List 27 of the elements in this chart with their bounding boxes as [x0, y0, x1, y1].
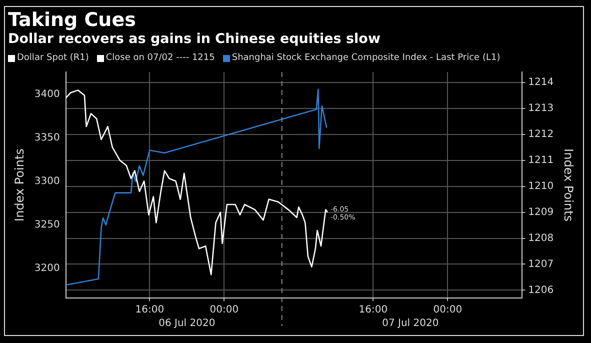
x-tick-label: 16:00 — [358, 304, 388, 316]
y2-tick-label: 1206 — [528, 284, 554, 296]
x-tick-label: 00:00 — [210, 304, 239, 316]
y2-tick-label: 1207 — [528, 258, 554, 270]
y2-tick-label: 1214 — [528, 76, 554, 88]
chart-subtitle: Dollar recovers as gains in Chinese equities slow — [8, 31, 380, 47]
y-axis-title: Index Points — [12, 148, 26, 222]
y2-axis-title: Index Points — [562, 148, 576, 222]
chart-title: Taking Cues — [8, 9, 136, 31]
legend-label: Shanghai Stock Exchange Composite Index - Last Price (L1) — [232, 53, 500, 63]
x-tick-label: 16:00 — [135, 304, 164, 316]
x-tick-label: 00:00 — [433, 304, 462, 316]
text: Close on 07/02 ---- 1215 — [106, 53, 215, 63]
y2-tick-label: 1211 — [528, 154, 554, 166]
y-tick-label: 3250 — [34, 220, 60, 231]
y-tick-label: 3350 — [34, 132, 60, 144]
y2-tick-label: 1210 — [528, 180, 554, 192]
text: 06 Jul 2020 — [158, 318, 216, 329]
text: 07 Jul 2020 — [382, 318, 439, 329]
legend-label: Dollar Spot (R1) — [17, 53, 89, 63]
y2-tick-label: 1209 — [528, 206, 554, 218]
y2-tick-label: 1212 — [528, 128, 554, 140]
y2-tick-label: 1208 — [528, 232, 554, 244]
y-tick-label: 3400 — [34, 89, 60, 100]
y2-tick-label: 1213 — [528, 102, 554, 114]
y-tick-label: 3200 — [34, 263, 60, 274]
y-tick-label: 3300 — [34, 176, 60, 188]
